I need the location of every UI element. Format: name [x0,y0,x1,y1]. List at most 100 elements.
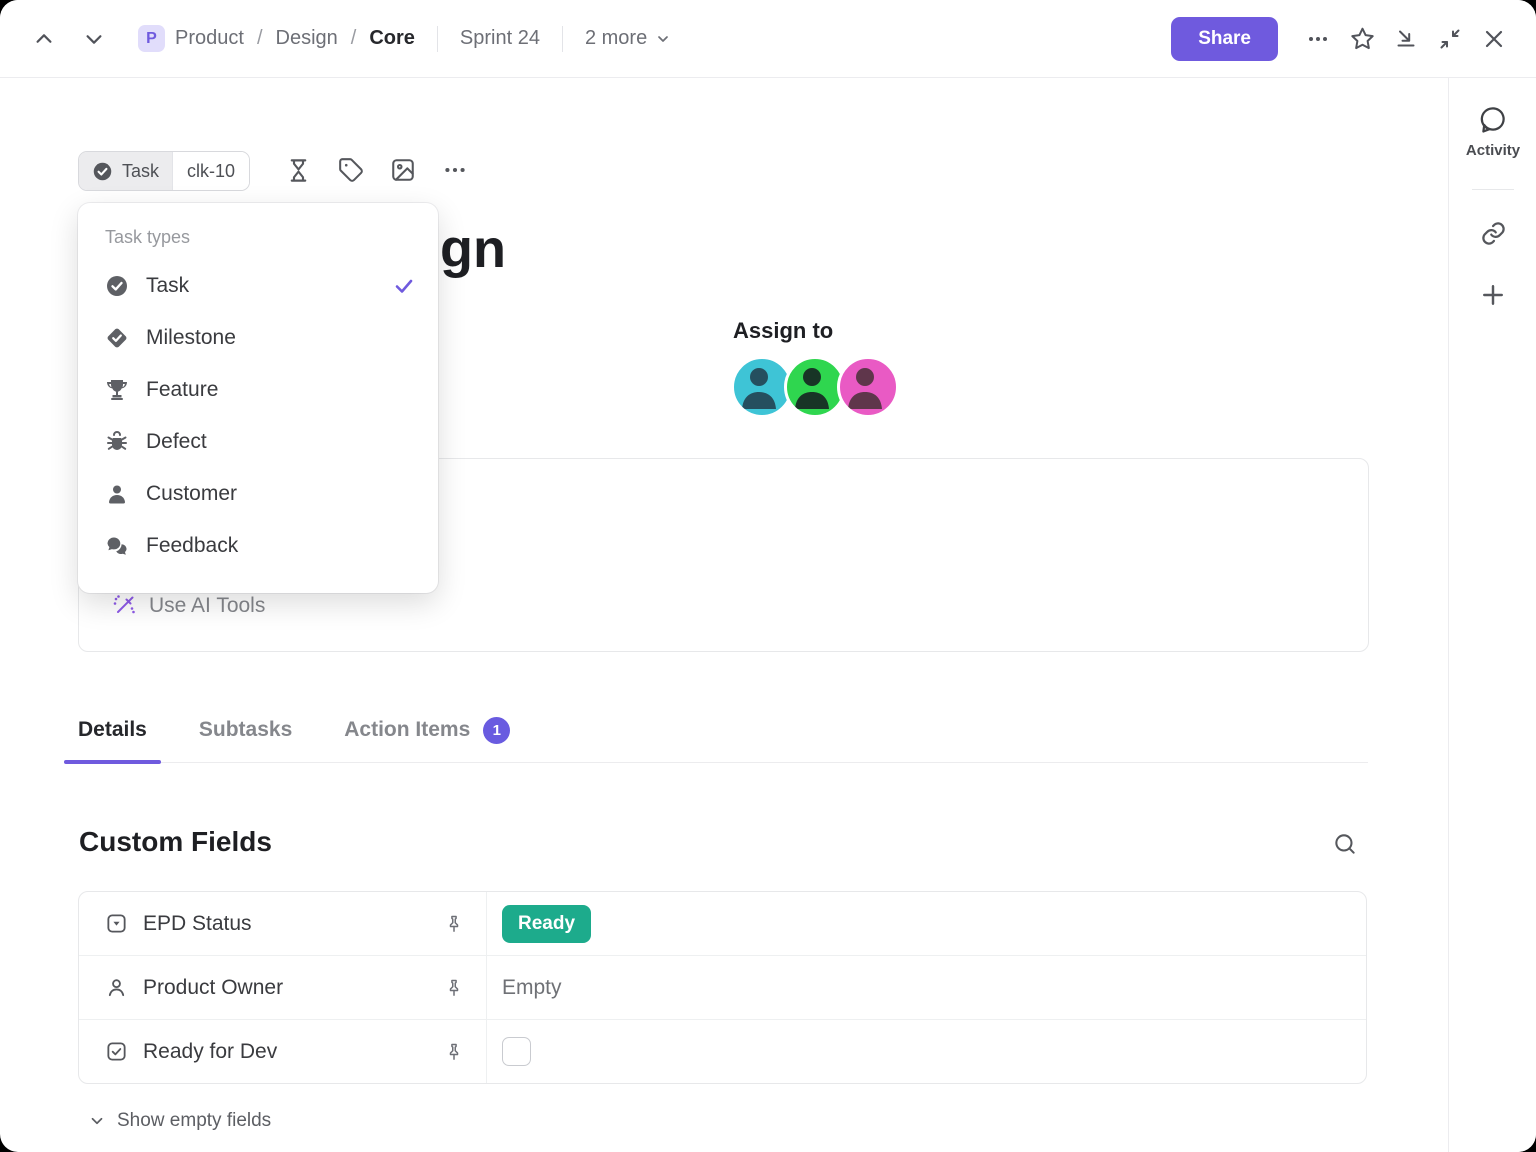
menu-item-feedback[interactable]: Feedback [78,520,438,572]
link-icon [1480,220,1507,247]
selected-check-icon [392,274,416,298]
product-owner-empty-value: Empty [502,975,562,999]
field-value-cell: Ready [487,892,1366,955]
assign-to-label: Assign to [733,318,834,343]
menu-item-customer[interactable]: Customer [78,468,438,520]
tab-subtasks[interactable]: Subtasks [199,698,292,762]
share-button[interactable]: Share [1171,16,1278,61]
ellipsis-icon [1306,27,1330,51]
breadcrumb-separator: / [256,27,263,49]
task-more-actions-button[interactable] [441,156,469,184]
minimize-button[interactable] [1432,21,1468,57]
menu-item-milestone[interactable]: Milestone [78,312,438,364]
magic-wand-icon [112,594,136,618]
right-rail: Activity [1448,77,1536,1152]
action-items-count-badge: 1 [483,716,511,744]
task-circle-check-icon [92,161,113,182]
menu-item-label: Milestone [146,326,236,349]
divider [561,25,563,52]
custom-field-row-ready-for-dev: Ready for Dev [79,1019,1366,1083]
task-type-label: Task [122,160,160,181]
field-label-cell[interactable]: Product Owner [79,956,487,1019]
chevron-up-icon [33,28,55,50]
star-icon [1350,26,1375,51]
top-bar: P Product / Design / Core Sprint 24 2 mo… [0,0,1536,78]
custom-fields-heading: Custom Fields [79,826,272,857]
tag-icon [338,157,364,183]
assignee-avatars [731,356,899,418]
project-avatar[interactable]: P [138,25,165,52]
tab-bar: Details Subtasks Action Items 1 [64,698,1368,764]
add-cover-image-button[interactable] [389,156,417,184]
prev-task-button[interactable] [26,21,62,57]
pin-icon[interactable] [444,914,464,934]
more-actions-button[interactable] [1300,21,1336,57]
activity-label: Activity [1465,142,1521,159]
add-tag-button[interactable] [337,156,365,184]
more-lists-button[interactable]: 2 more [584,27,648,49]
menu-item-defect[interactable]: Defect [78,416,438,468]
time-estimate-button[interactable] [284,156,312,184]
field-label-cell[interactable]: Ready for Dev [79,1020,487,1083]
use-ai-tools-label: Use AI Tools [149,594,266,617]
field-label-cell[interactable]: EPD Status [79,892,487,955]
dock-view-button[interactable] [1388,21,1424,57]
dropdown-field-icon [105,912,128,935]
menu-item-feature[interactable]: Feature [78,364,438,416]
assignee-avatar[interactable] [837,356,899,418]
more-lists-chevron[interactable] [649,21,677,57]
field-label: EPD Status [143,911,252,935]
sprint-label[interactable]: Sprint 24 [459,27,540,49]
task-title-fragment[interactable]: gn [440,219,506,279]
close-button[interactable] [1476,21,1512,57]
field-value-cell[interactable]: Empty [487,956,1366,1019]
close-icon [1482,27,1506,51]
divider [436,25,438,52]
search-icon [1332,831,1358,857]
chevron-down-icon [655,31,671,47]
menu-item-task[interactable]: Task [78,260,438,312]
task-types-menu: Task types Task Milestone Feature [78,203,438,593]
collapse-arrows-icon [1438,27,1462,51]
use-ai-tools-button[interactable]: Use AI Tools [112,594,265,618]
menu-item-label: Feedback [146,534,239,557]
tab-label: Details [78,718,147,741]
breadcrumb-item-design[interactable]: Design [275,27,338,49]
custom-field-row-epd-status: EPD Status Ready [79,892,1366,955]
task-circle-check-icon [105,274,129,298]
menu-item-label: Defect [146,430,207,453]
menu-item-label: Feature [146,378,219,401]
epd-status-value-badge[interactable]: Ready [502,904,592,943]
field-value-cell [487,1020,1366,1083]
tab-details[interactable]: Details [64,698,161,764]
show-empty-fields-button[interactable]: Show empty fields [88,1110,271,1132]
task-type-chip[interactable]: Task clk-10 [78,151,251,191]
tab-label: Subtasks [198,718,293,741]
add-panel-button[interactable] [1479,281,1507,309]
custom-fields-search-button[interactable] [1332,831,1358,857]
favorite-button[interactable] [1344,21,1380,57]
pin-icon[interactable] [444,978,464,998]
breadcrumb-item-core[interactable]: Core [369,27,415,49]
milestone-diamond-icon [105,326,129,350]
tab-action-items[interactable]: Action Items 1 [344,698,511,762]
image-icon [390,157,416,183]
ready-for-dev-checkbox[interactable] [502,1037,531,1066]
task-types-menu-header: Task types [105,227,191,247]
show-empty-fields-label: Show empty fields [117,1110,272,1131]
bug-icon [105,430,129,454]
breadcrumb-item-product[interactable]: Product [175,27,244,49]
pin-icon[interactable] [444,1042,464,1062]
task-id: clk-10 [187,160,236,181]
custom-fields-table: EPD Status Ready Product Owner Empty [78,891,1367,1084]
export-arrow-icon [1394,27,1418,51]
copy-link-button[interactable] [1480,220,1507,247]
person-field-icon [105,976,128,999]
activity-button[interactable] [1478,104,1508,134]
chevron-down-icon [83,28,105,50]
field-label: Ready for Dev [143,1039,278,1063]
assignee-avatar[interactable] [731,356,793,418]
next-task-button[interactable] [76,21,112,57]
tab-label: Action Items [344,718,471,741]
